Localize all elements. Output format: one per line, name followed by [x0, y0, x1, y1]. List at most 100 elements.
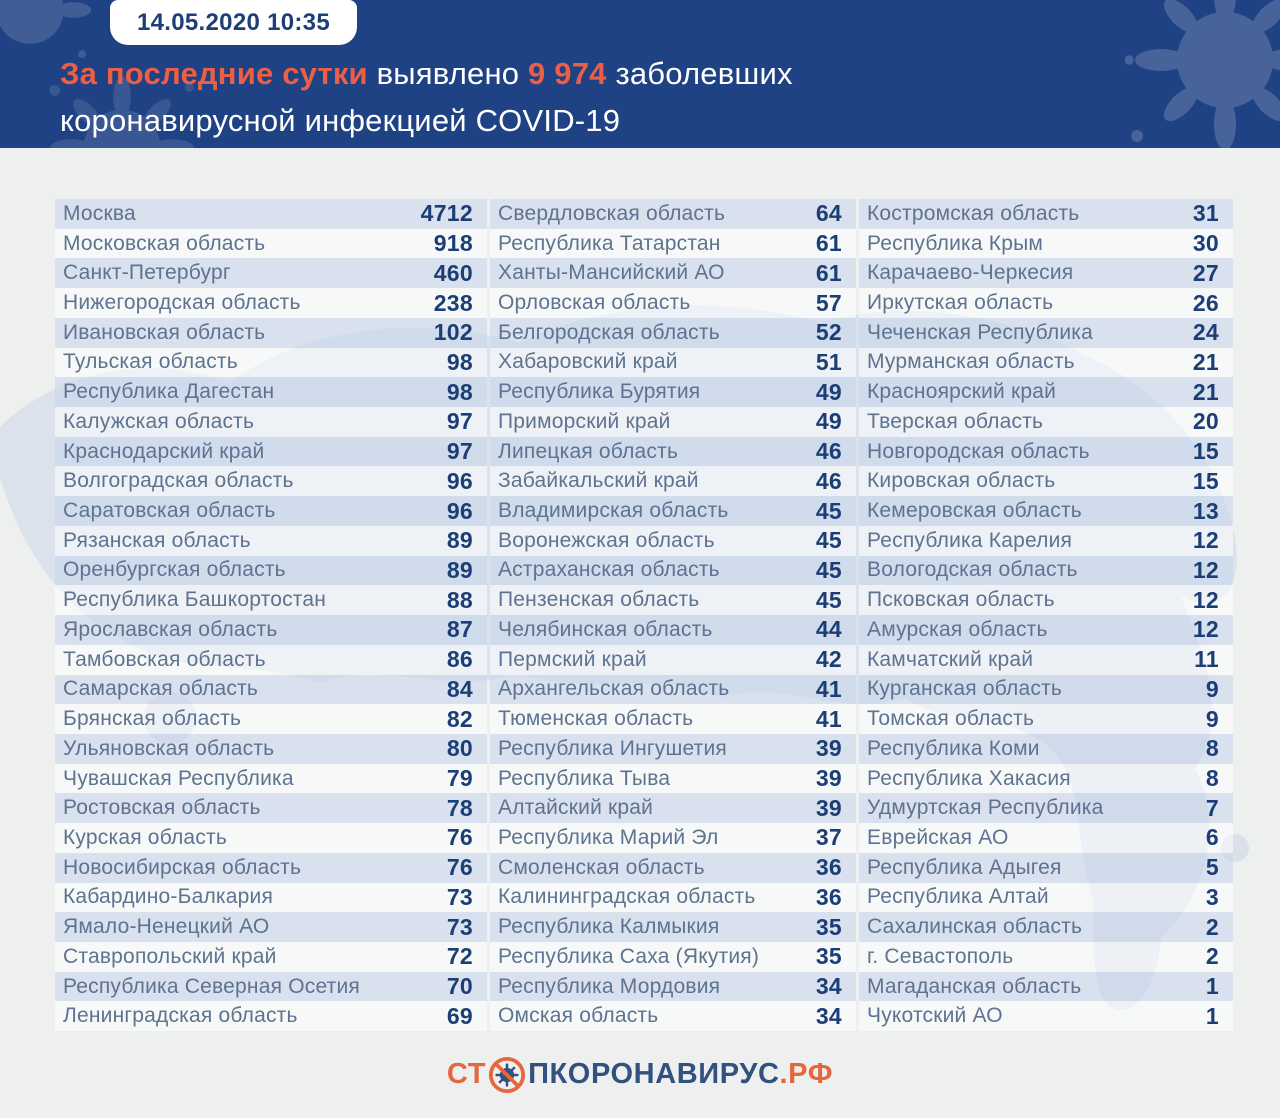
- region-value: 61: [815, 230, 842, 257]
- table-row: Оренбургская область 89: [55, 555, 487, 586]
- table-row: Архангельская область 41: [490, 674, 856, 705]
- table-row: Вологодская область 12: [859, 555, 1233, 586]
- headline-line-2: коронавирусной инфекцией COVID-19: [60, 103, 621, 138]
- table-row: Кировская область 15: [859, 466, 1233, 497]
- region-name: Калужская область: [63, 409, 255, 433]
- table-row: Тюменская область 41: [490, 704, 856, 734]
- table-row: Тверская область 20: [859, 407, 1233, 437]
- region-value: 35: [815, 913, 842, 940]
- region-name: Еврейская АО: [867, 825, 1009, 849]
- region-value: 49: [815, 378, 842, 405]
- region-value: 39: [815, 765, 842, 792]
- headline-highlight: За последние сутки: [60, 56, 368, 91]
- table-row: Забайкальский край 46: [490, 466, 856, 497]
- table-row: Пермский край 42: [490, 644, 856, 675]
- region-name: Республика Коми: [867, 736, 1040, 760]
- table-row: Курганская область 9: [859, 674, 1233, 705]
- region-name: Ивановская область: [63, 320, 266, 344]
- table-row: Республика Ингушетия 39: [490, 733, 856, 764]
- timestamp-text: 14.05.2020 10:35: [137, 8, 330, 36]
- region-value: 4712: [420, 200, 473, 227]
- region-value: 78: [446, 794, 473, 821]
- table-row: Ставропольский край 72: [55, 941, 487, 972]
- table-row: Чукотский АО 1: [859, 1001, 1233, 1032]
- region-name: Курганская область: [867, 677, 1063, 701]
- table-row: Новгородская область 15: [859, 436, 1233, 467]
- region-name: Забайкальский край: [498, 469, 699, 493]
- logo-prefix: СТ: [446, 1058, 487, 1090]
- region-value: 98: [446, 378, 473, 405]
- region-value: 21: [1192, 348, 1219, 375]
- logo-body: ПКОРОНАВИРУС: [528, 1058, 780, 1090]
- headline-count: 9 974: [528, 56, 607, 91]
- region-value: 2: [1205, 943, 1219, 970]
- region-value: 12: [1192, 556, 1219, 583]
- region-value: 45: [815, 586, 842, 613]
- region-value: 35: [815, 943, 842, 970]
- region-value: 6: [1205, 824, 1219, 851]
- region-name: Чукотский АО: [867, 1004, 1003, 1028]
- region-name: Республика Ингушетия: [498, 736, 728, 760]
- region-value: 3: [1205, 883, 1219, 910]
- table-row: Чувашская Республика 79: [55, 763, 487, 794]
- table-row: Псковская область 12: [859, 585, 1233, 616]
- region-value: 41: [815, 705, 842, 732]
- virus-splash-icon: [49, 76, 194, 148]
- region-name: Новосибирская область: [63, 855, 302, 879]
- logo-domain: .РФ: [779, 1058, 834, 1090]
- table-row: Тамбовская область 86: [55, 644, 487, 675]
- region-value: 36: [815, 854, 842, 881]
- table-row: Республика Крым 30: [859, 228, 1233, 259]
- region-value: 49: [815, 408, 842, 435]
- table-row: Чеченская Республика 24: [859, 317, 1233, 348]
- header: 14.05.2020 10:35 За последние сутки выяв…: [0, 0, 1280, 148]
- region-name: Омская область: [498, 1004, 659, 1028]
- headline-line-1: За последние сутки выявлено 9 974 заболе…: [60, 50, 793, 97]
- region-value: 21: [1192, 378, 1219, 405]
- region-name: Оренбургская область: [63, 558, 286, 582]
- region-value: 11: [1194, 646, 1219, 673]
- table-row: Краснодарский край 97: [55, 436, 487, 467]
- table-row: Московская область 918: [55, 228, 487, 259]
- region-name: Республика Башкортостан: [63, 588, 327, 612]
- region-name: Липецкая область: [498, 439, 679, 463]
- region-name: Республика Мордовия: [498, 974, 721, 998]
- region-value: 57: [815, 289, 842, 316]
- region-value: 88: [446, 586, 473, 613]
- region-value: 79: [446, 765, 473, 792]
- region-name: Санкт-Петербург: [63, 261, 231, 285]
- table-row: Курская область 76: [55, 823, 487, 853]
- region-name: Кировская область: [867, 469, 1056, 493]
- table-row: Республика Северная Осетия 70: [55, 971, 487, 1002]
- region-value: 76: [446, 824, 473, 851]
- region-value: 238: [433, 289, 473, 316]
- region-name: Ульяновская область: [63, 736, 275, 760]
- table-row: Москва 4712: [55, 199, 487, 229]
- table-row: Омская область 34: [490, 1001, 856, 1032]
- table-row: Самарская область 84: [55, 674, 487, 705]
- region-value: 27: [1192, 259, 1219, 286]
- region-value: 1: [1205, 973, 1219, 1000]
- regions-column-3: Костромская область 31 Республика Крым 30 Ка…: [859, 199, 1233, 1032]
- region-name: Республика Тыва: [498, 766, 671, 790]
- region-value: 89: [446, 527, 473, 554]
- region-value: 73: [446, 913, 473, 940]
- region-name: Республика Карелия: [867, 528, 1073, 552]
- region-value: 69: [446, 1002, 473, 1029]
- region-name: Амурская область: [867, 617, 1048, 641]
- table-row: Приморский край 49: [490, 407, 856, 437]
- table-row: Республика Марий Эл 37: [490, 823, 856, 853]
- region-name: Астраханская область: [498, 558, 720, 582]
- region-value: 9: [1205, 705, 1219, 732]
- region-value: 918: [433, 230, 473, 257]
- region-value: 9: [1205, 675, 1219, 702]
- region-name: Орловская область: [498, 291, 691, 315]
- region-name: Самарская область: [63, 677, 259, 701]
- region-name: Свердловская область: [498, 201, 726, 225]
- regions-table: Москва 4712 Московская область 918 Санкт-Пет…: [55, 199, 1233, 1032]
- region-name: Ленинградская область: [63, 1004, 298, 1028]
- table-row: Сахалинская область 2: [859, 912, 1233, 942]
- region-value: 80: [446, 735, 473, 762]
- region-name: Республика Адыгея: [867, 855, 1062, 879]
